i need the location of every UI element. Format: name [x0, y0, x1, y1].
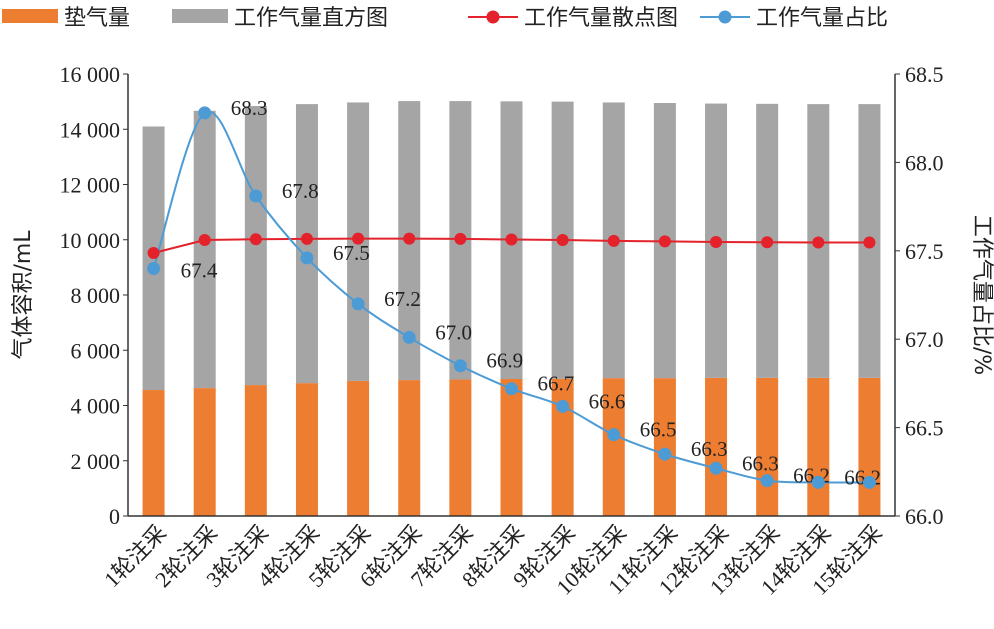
y-tick-label: 2 000	[71, 449, 121, 474]
bar-working-gas	[244, 106, 267, 386]
y-tick-label: 10 000	[60, 228, 121, 253]
legend-label-0: 垫气量	[64, 6, 130, 31]
bar-cushion-gas	[756, 377, 779, 516]
bar-cushion-gas	[193, 388, 216, 516]
y2-tick-label: 67.0	[905, 327, 944, 352]
bar-cushion-gas	[807, 377, 830, 516]
working-gas-ratio-point	[402, 330, 416, 344]
ratio-data-label: 66.5	[640, 418, 677, 442]
ratio-data-label: 66.6	[589, 389, 626, 413]
ratio-data-label: 66.9	[486, 349, 523, 373]
working-gas-scatter-point	[863, 236, 876, 249]
bar-cushion-gas	[705, 377, 728, 516]
working-gas-scatter-point	[454, 232, 467, 245]
y-tick-label: 12 000	[60, 173, 121, 198]
y2-tick-label: 67.5	[905, 239, 944, 264]
bar-cushion-gas	[398, 380, 421, 516]
working-gas-scatter-point	[300, 232, 313, 245]
ratio-data-label: 66.3	[742, 451, 779, 475]
ratio-data-label: 67.5	[333, 241, 370, 265]
ratio-data-label: 68.3	[231, 96, 268, 120]
ratio-data-label: 66.7	[538, 372, 575, 396]
bar-cushion-gas	[602, 378, 625, 516]
working-gas-ratio-point	[453, 359, 467, 373]
legend: 垫气量 工作气量直方图 工作气量散点图 工作气量占比	[2, 6, 888, 31]
working-gas-ratio-point	[709, 461, 723, 475]
legend-label-1: 工作气量直方图	[234, 6, 388, 31]
working-gas-ratio-point	[556, 399, 570, 413]
ratio-data-label: 66.3	[691, 437, 728, 461]
y-axis-title: 气体容积/mL	[11, 230, 36, 360]
bar-cushion-gas	[449, 379, 472, 516]
legend-label-3: 工作气量占比	[756, 6, 888, 31]
working-gas-scatter-point	[505, 233, 518, 246]
y2-tick-label: 68.5	[905, 62, 944, 87]
y-tick-label: 4 000	[71, 394, 121, 419]
legend-swatch-0	[2, 9, 58, 23]
bar-cushion-gas	[347, 380, 370, 516]
working-gas-ratio-point	[862, 475, 876, 489]
bar-cushion-gas	[653, 378, 676, 516]
working-gas-ratio-point	[658, 447, 672, 461]
working-gas-scatter-point	[812, 236, 825, 249]
working-gas-ratio-point	[505, 382, 518, 396]
working-gas-scatter-point	[556, 234, 569, 247]
bar-cushion-gas	[858, 377, 881, 516]
ratio-data-label: 67.8	[282, 179, 319, 203]
working-gas-scatter-point	[658, 235, 671, 248]
y-tick-label: 16 000	[60, 62, 121, 87]
legend-marker-2	[486, 10, 500, 24]
working-gas-scatter-point	[710, 235, 723, 248]
y-tick-label: 6 000	[71, 338, 121, 363]
legend-marker-3	[718, 10, 732, 24]
working-gas-ratio-point	[300, 251, 314, 265]
ratio-data-label: 67.0	[435, 320, 472, 344]
bar-cushion-gas	[244, 385, 267, 516]
bar-working-gas	[193, 110, 216, 389]
y-tick-label: 0	[109, 504, 120, 529]
bar-cushion-gas	[142, 390, 165, 516]
working-gas-ratio-point	[198, 106, 212, 120]
working-gas-ratio-point	[760, 474, 774, 488]
ratio-data-label: 67.2	[384, 287, 421, 311]
working-gas-ratio-point	[249, 189, 263, 203]
working-gas-ratio-point	[607, 428, 621, 442]
ratio-data-label: 66.2	[844, 465, 881, 489]
working-gas-scatter-point	[147, 247, 160, 260]
y2-tick-label: 66.0	[905, 504, 944, 529]
y2-tick-label: 66.5	[905, 416, 944, 441]
working-gas-scatter-point	[198, 234, 211, 247]
working-gas-scatter-point	[403, 232, 416, 245]
working-gas-scatter-point	[352, 232, 365, 245]
working-gas-scatter-point	[249, 233, 262, 246]
working-gas-ratio-point	[147, 261, 161, 275]
lines: 67.4 68.3 67.8 67.5 67.2 67.0 66.9 66.7 66.6 66.5…	[147, 96, 881, 489]
legend-label-2: 工作气量散点图	[524, 6, 678, 31]
working-gas-ratio-point	[351, 297, 365, 311]
working-gas-scatter-point	[761, 236, 774, 249]
ratio-data-label: 67.4	[181, 258, 218, 282]
bar-cushion-gas	[295, 383, 318, 516]
bar-cushion-gas	[551, 378, 574, 516]
working-gas-ratio-line	[152, 110, 870, 484]
y-tick-label: 14 000	[60, 117, 121, 142]
y-tick-label: 8 000	[71, 283, 121, 308]
working-gas-ratio-point	[811, 475, 825, 489]
y2-tick-label: 68.0	[905, 150, 944, 175]
bar-cushion-gas	[500, 378, 523, 516]
working-gas-scatter-point	[607, 234, 620, 247]
legend-swatch-1	[172, 9, 228, 23]
y2-axis-title: 工作气量占比/%	[969, 215, 994, 375]
